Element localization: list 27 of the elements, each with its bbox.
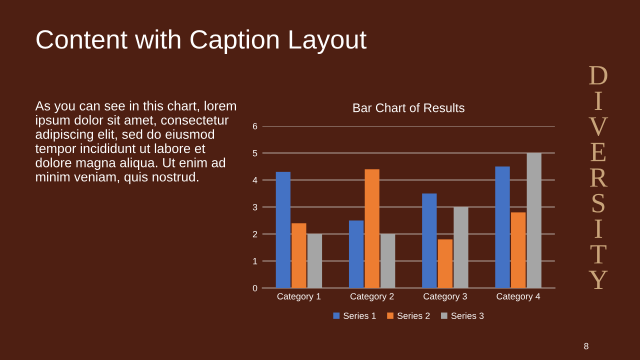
x-tick-label: Category 1 <box>277 293 321 302</box>
bar <box>364 169 380 288</box>
y-tick-label: 0 <box>252 284 258 292</box>
x-tick-label: Category 4 <box>496 293 540 302</box>
legend-label: Series 2 <box>397 312 430 319</box>
y-tick-label: 1 <box>253 258 258 264</box>
legend-label: Series 1 <box>344 312 376 319</box>
text: 8 <box>584 342 588 350</box>
text: DIVERSITY <box>588 66 608 289</box>
text: Content with Caption Layout <box>36 29 367 54</box>
bar <box>292 223 306 288</box>
bar <box>276 172 290 288</box>
y-tick-label: 5 <box>252 150 258 156</box>
bar <box>495 166 510 288</box>
y-tick-label: 2 <box>252 230 258 238</box>
y-tick-label: 3 <box>252 204 258 210</box>
text: As you can see in this chart, lorem ipsum dolor sit amet, consectetur adipiscing elit, sed do eiusmod tempor incididunt ut labore et dolore magna aliqua. Ut enim ad minim veniam, quis nostrud. <box>35 100 236 184</box>
y-tick-label: 6 <box>252 122 258 130</box>
chart-title: Bar Chart of Results <box>353 103 464 112</box>
bar <box>348 220 364 288</box>
y-tick-label: 4 <box>252 177 258 184</box>
x-tick-label: Category 3 <box>424 293 467 302</box>
bar <box>511 212 526 288</box>
bar <box>438 239 453 288</box>
legend-label: Series 3 <box>451 312 484 319</box>
bar <box>422 194 437 288</box>
x-tick-label: Category 2 <box>350 293 394 302</box>
